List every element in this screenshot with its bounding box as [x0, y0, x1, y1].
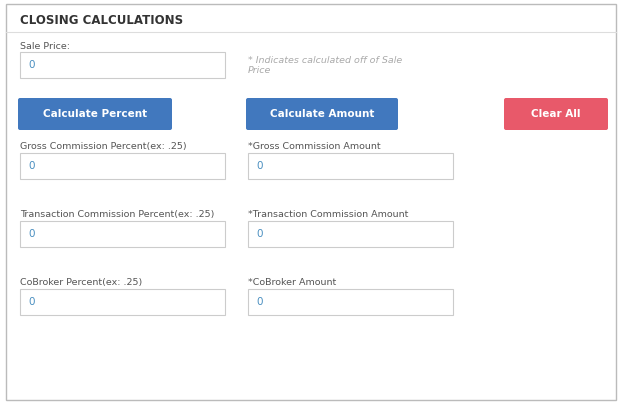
- Text: Sale Price:: Sale Price:: [20, 42, 70, 51]
- Text: 0: 0: [256, 229, 262, 239]
- Text: * Indicates calculated off of Sale
Price: * Indicates calculated off of Sale Price: [248, 56, 402, 75]
- FancyBboxPatch shape: [248, 289, 453, 315]
- Text: 0: 0: [256, 161, 262, 171]
- FancyBboxPatch shape: [248, 221, 453, 247]
- Text: CLOSING CALCULATIONS: CLOSING CALCULATIONS: [20, 14, 183, 27]
- Text: Gross Commission Percent(ex: .25): Gross Commission Percent(ex: .25): [20, 142, 187, 151]
- FancyBboxPatch shape: [248, 153, 453, 179]
- Text: Clear All: Clear All: [531, 109, 581, 119]
- Text: Transaction Commission Percent(ex: .25): Transaction Commission Percent(ex: .25): [20, 210, 214, 219]
- Text: 0: 0: [256, 297, 262, 307]
- Text: CoBroker Percent(ex: .25): CoBroker Percent(ex: .25): [20, 278, 142, 287]
- FancyBboxPatch shape: [20, 153, 225, 179]
- FancyBboxPatch shape: [6, 4, 616, 400]
- Text: *Transaction Commission Amount: *Transaction Commission Amount: [248, 210, 408, 219]
- Text: 0: 0: [28, 229, 34, 239]
- Text: *CoBroker Amount: *CoBroker Amount: [248, 278, 336, 287]
- Text: 0: 0: [28, 60, 34, 70]
- FancyBboxPatch shape: [246, 98, 398, 130]
- FancyBboxPatch shape: [20, 289, 225, 315]
- FancyBboxPatch shape: [20, 221, 225, 247]
- FancyBboxPatch shape: [18, 98, 172, 130]
- Text: Calculate Percent: Calculate Percent: [43, 109, 147, 119]
- Text: Calculate Amount: Calculate Amount: [270, 109, 374, 119]
- FancyBboxPatch shape: [20, 52, 225, 78]
- Text: 0: 0: [28, 297, 34, 307]
- FancyBboxPatch shape: [504, 98, 608, 130]
- Text: 0: 0: [28, 161, 34, 171]
- Text: *Gross Commission Amount: *Gross Commission Amount: [248, 142, 381, 151]
